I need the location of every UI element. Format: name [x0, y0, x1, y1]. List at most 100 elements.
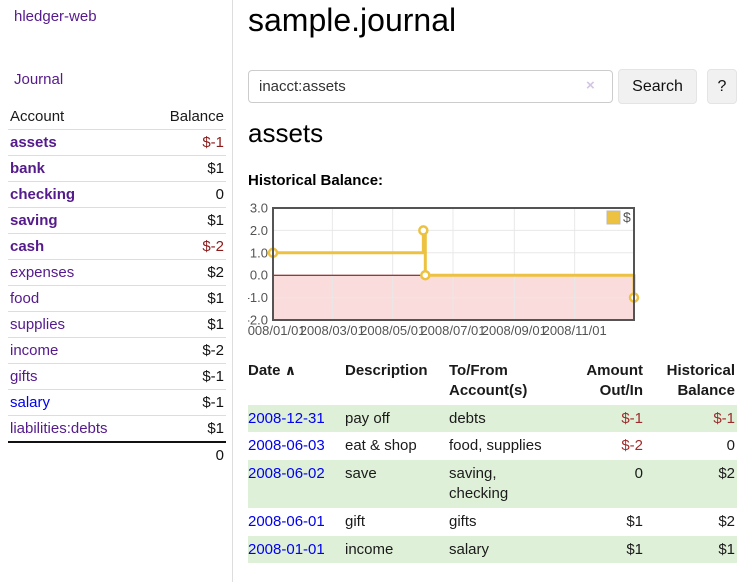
svg-text:-1.0: -1.0: [248, 290, 268, 305]
help-button[interactable]: ?: [707, 69, 737, 104]
account-link-saving[interactable]: saving: [10, 212, 58, 229]
account-row: checking 0: [8, 181, 226, 208]
transaction-row: 2008-06-03 eat & shop food, supplies $-2…: [248, 432, 737, 460]
search-button[interactable]: Search: [618, 69, 697, 104]
account-balance: $-1: [146, 129, 226, 156]
transaction-date-link[interactable]: 2008-06-01: [248, 512, 325, 530]
column-header-amount: Amount Out/In: [586, 362, 643, 399]
search-form: × Search ?: [248, 69, 737, 104]
transaction-balance: $2: [718, 465, 735, 483]
transaction-description: income: [345, 540, 394, 558]
transaction-date-link[interactable]: 2008-12-31: [248, 409, 325, 427]
transaction-date-link[interactable]: 2008-06-03: [248, 437, 325, 455]
transaction-description: pay off: [345, 409, 390, 427]
brand-link[interactable]: hledger-web: [14, 8, 97, 25]
svg-text:2008/01/01: 2008/01/01: [248, 323, 306, 338]
account-link-cash[interactable]: cash: [10, 238, 45, 255]
transaction-description: save: [345, 465, 377, 483]
svg-text:2008/11/01: 2008/11/01: [543, 323, 607, 338]
account-row: liabilities:debts $1: [8, 415, 226, 443]
historical-balance-chart: $3.0 2.0 1.0 0.0 -1.0 -2.02008/01/012008/03/0…: [248, 201, 648, 343]
account-row: gifts $-1: [8, 363, 226, 390]
column-header-date[interactable]: Date ∧: [248, 362, 297, 379]
transaction-balance: 0: [726, 437, 735, 455]
transaction-row: 2008-06-02 save saving, checking 0 $2: [248, 460, 737, 508]
account-balance: 0: [146, 181, 226, 208]
main-content: sample.journal × Search ? assets Histori…: [248, 0, 737, 582]
transaction-description: eat & shop: [345, 437, 417, 455]
account-balance: $-1: [146, 363, 226, 390]
accounts-total-value: 0: [146, 441, 226, 468]
account-balance: $2: [146, 259, 226, 286]
account-row: food $1: [8, 285, 226, 312]
svg-text:0.0: 0.0: [250, 268, 268, 283]
transaction-date-link[interactable]: 2008-01-01: [248, 540, 325, 558]
account-row: salary $-1: [8, 389, 226, 416]
account-link-salary[interactable]: salary: [10, 394, 51, 411]
account-link-liabilities-debts[interactable]: liabilities:debts: [10, 420, 108, 437]
account-balance: $1: [146, 311, 226, 338]
clear-search-icon[interactable]: ×: [586, 77, 595, 94]
svg-text:2008/03/01: 2008/03/01: [300, 323, 365, 338]
transaction-amount: 0: [634, 465, 643, 483]
transaction-row: 2008-01-01 income salary $1 $1: [248, 535, 737, 564]
transaction-amount: $1: [626, 512, 643, 530]
account-balance: $-1: [146, 389, 226, 416]
account-balance: $-2: [146, 337, 226, 364]
svg-text:2008/07/01: 2008/07/01: [420, 323, 485, 338]
transaction-accounts: salary: [449, 540, 490, 558]
transaction-date-link[interactable]: 2008-06-02: [248, 465, 325, 483]
transaction-accounts: debts: [449, 409, 486, 427]
account-link-expenses[interactable]: expenses: [10, 264, 75, 281]
account-link-supplies[interactable]: supplies: [10, 316, 66, 333]
account-balance: $1: [146, 415, 226, 443]
column-header-balance: Historical Balance: [666, 362, 735, 399]
register-header-row: Date ∧ Description To/From Account(s) Am…: [248, 358, 737, 405]
chart-title: Historical Balance:: [248, 172, 384, 189]
account-balance-table: Account Balance assets $-1 bank $1 check…: [8, 104, 226, 468]
sidebar-item-journal[interactable]: Journal: [14, 71, 64, 88]
account-row: bank $1: [8, 155, 226, 182]
transaction-row: 2008-12-31 pay off debts $-1 $-1: [248, 404, 737, 433]
transaction-accounts: gifts: [449, 512, 477, 530]
svg-text:-2.0: -2.0: [248, 313, 268, 328]
svg-text:3.0: 3.0: [250, 201, 268, 216]
register-table: Date ∧ Description To/From Account(s) Am…: [248, 358, 737, 564]
account-balance: $1: [146, 207, 226, 234]
transaction-amount: $-1: [621, 409, 643, 427]
transaction-balance: $1: [718, 540, 735, 558]
account-row: income $-2: [8, 337, 226, 364]
account-balance: $1: [146, 285, 226, 312]
account-table-header: Account Balance: [8, 104, 226, 130]
transaction-accounts: saving, checking: [449, 465, 509, 502]
transaction-accounts: food, supplies: [449, 437, 542, 455]
svg-text:2008/05/01: 2008/05/01: [360, 323, 425, 338]
svg-text:2.0: 2.0: [250, 223, 268, 238]
journal-title: sample.journal: [248, 2, 457, 38]
balance-column-header: Balance: [146, 104, 226, 130]
account-row: assets $-1: [8, 129, 226, 156]
account-link-checking[interactable]: checking: [10, 186, 76, 203]
account-link-gifts[interactable]: gifts: [10, 368, 38, 385]
account-row: expenses $2: [8, 259, 226, 286]
svg-text:$: $: [623, 209, 631, 225]
transaction-description: gift: [345, 512, 366, 530]
account-link-food[interactable]: food: [10, 290, 40, 307]
account-row: cash $-2: [8, 233, 226, 260]
account-row: supplies $1: [8, 311, 226, 338]
account-link-income[interactable]: income: [10, 342, 59, 359]
account-balance: $1: [146, 155, 226, 182]
account-link-assets[interactable]: assets: [10, 134, 57, 151]
accounts-total-row: 0: [8, 441, 226, 468]
transaction-balance: $-1: [713, 409, 735, 427]
account-balance: $-2: [146, 233, 226, 260]
account-page-title: assets: [248, 118, 324, 148]
chart-canvas: $3.0 2.0 1.0 0.0 -1.0 -2.02008/01/012008/03/0…: [248, 201, 640, 338]
account-link-bank[interactable]: bank: [10, 160, 46, 177]
svg-text:1.0: 1.0: [250, 245, 268, 260]
transaction-balance: $2: [718, 512, 735, 530]
svg-text:2008/09/01: 2008/09/01: [482, 323, 547, 338]
sort-ascending-icon: ∧: [284, 362, 297, 378]
search-input[interactable]: [248, 70, 613, 103]
